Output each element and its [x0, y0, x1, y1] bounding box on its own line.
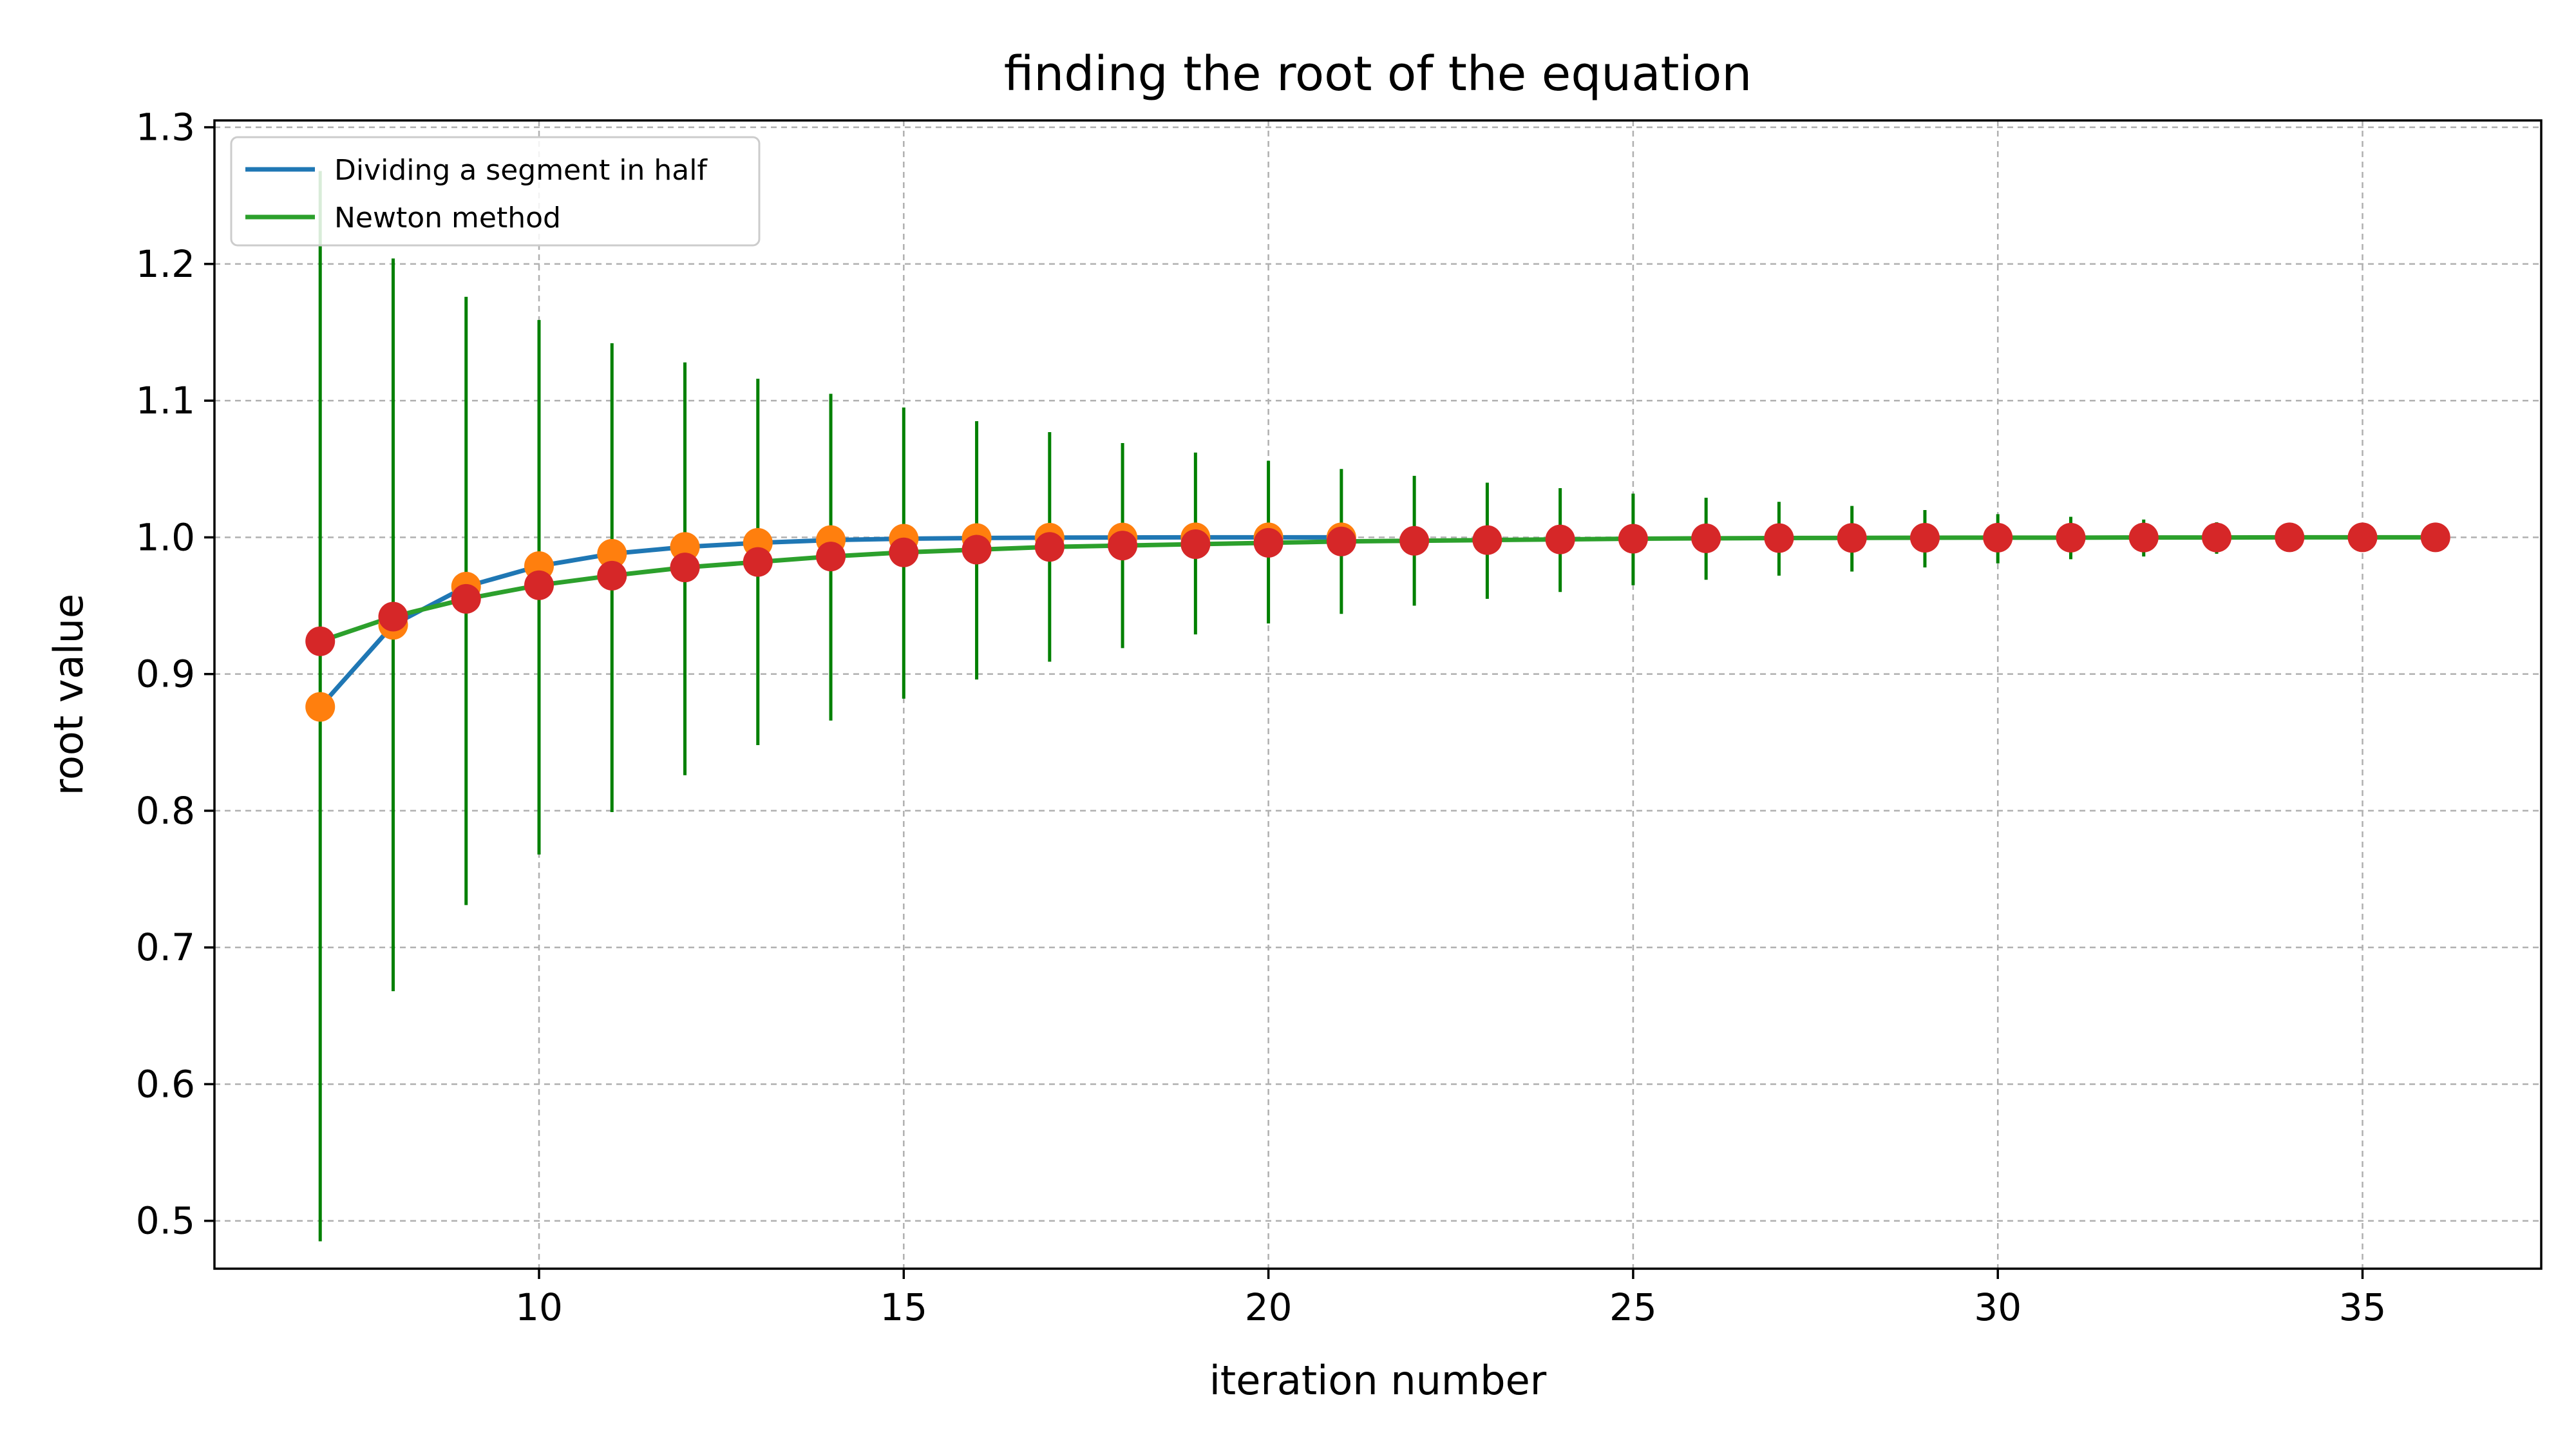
data-point-newton: [2201, 522, 2231, 553]
data-point-newton: [670, 553, 700, 583]
data-point-newton: [1764, 523, 1794, 553]
data-point-dividing: [670, 532, 700, 562]
data-point-dividing: [305, 692, 336, 722]
data-point-newton: [1472, 525, 1502, 555]
y-tick-label: 0.7: [136, 925, 195, 969]
y-tick-label: 1.1: [136, 379, 195, 422]
data-point-newton: [816, 542, 846, 572]
y-tick-label: 1.0: [136, 515, 195, 559]
data-point-newton: [1399, 526, 1430, 556]
data-point-newton: [378, 601, 408, 632]
data-point-newton: [2347, 522, 2378, 553]
y-axis-label: root value: [45, 594, 92, 795]
y-tick-label: 0.6: [136, 1062, 195, 1106]
x-tick-label: 20: [1245, 1285, 1293, 1329]
x-axis-label: iteration number: [1209, 1357, 1547, 1404]
data-point-newton: [1326, 526, 1356, 556]
y-tick-label: 0.8: [136, 789, 195, 833]
y-tick-label: 1.3: [136, 106, 195, 149]
data-point-dividing: [597, 538, 627, 569]
y-tick-label: 0.5: [136, 1199, 195, 1243]
legend-label-dividing: Dividing a segment in half: [334, 154, 708, 187]
data-point-newton: [743, 547, 773, 577]
axis-ticks: 10 15 20 25 30 35 0.5 0.6 0.7 0.8 0.9 1.0 1.1 1.2 1.3: [136, 106, 2387, 1329]
data-point-newton: [1909, 523, 1940, 553]
data-point-newton: [2275, 522, 2305, 553]
y-tick-label: 1.2: [136, 242, 195, 286]
plot-frame: [213, 119, 2543, 1270]
x-tick-label: 25: [1609, 1285, 1657, 1329]
data-point-newton: [1253, 527, 1283, 558]
chart-title: finding the root of the equation: [1004, 46, 1752, 102]
y-tick-label: 0.9: [136, 652, 195, 696]
data-point-newton: [1837, 523, 1867, 553]
data-point-newton: [1618, 524, 1648, 554]
data-point-newton: [1545, 524, 1575, 554]
data-point-newton: [2056, 522, 2086, 553]
data-point-newton: [961, 535, 992, 565]
data-point-newton: [2128, 522, 2159, 553]
x-tick-label: 10: [515, 1285, 563, 1329]
x-tick-label: 30: [1974, 1285, 2022, 1329]
legend: Dividing a segment in half Newton method: [230, 136, 761, 247]
data-point-newton: [889, 537, 919, 567]
data-point-newton: [1034, 532, 1065, 562]
data-point-newton: [1691, 523, 1721, 553]
series-markers: [305, 522, 2450, 722]
legend-label-newton: Newton method: [334, 202, 561, 234]
data-point-newton: [1180, 529, 1211, 560]
data-point-newton: [2420, 522, 2450, 553]
legend-box: [230, 136, 761, 247]
data-point-newton: [1983, 522, 2013, 553]
x-tick-label: 35: [2339, 1285, 2387, 1329]
data-point-newton: [1108, 531, 1138, 561]
data-point-newton: [451, 583, 481, 614]
data-point-newton: [597, 560, 627, 591]
x-tick-label: 15: [880, 1285, 927, 1329]
data-point-newton: [524, 570, 554, 600]
data-point-newton: [305, 626, 336, 656]
